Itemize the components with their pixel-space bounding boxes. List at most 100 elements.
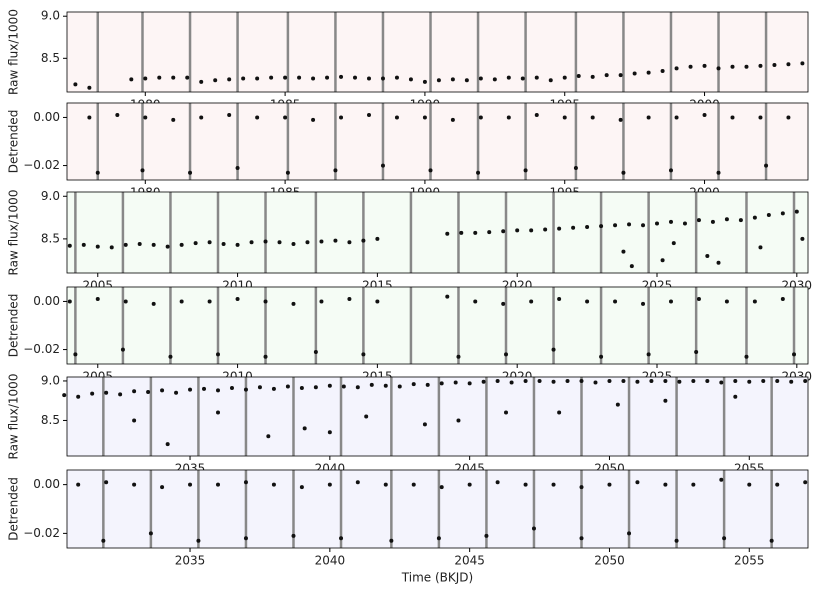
data-point (215, 388, 220, 393)
y-axis-label: Detrended (7, 110, 21, 174)
data-point (207, 299, 212, 304)
data-point (165, 244, 170, 249)
data-point (339, 536, 344, 541)
data-point (523, 482, 528, 487)
data-point (504, 410, 509, 415)
data-point (143, 76, 148, 81)
data-point (579, 485, 584, 490)
data-point (311, 117, 316, 122)
data-point (227, 113, 232, 118)
data-point (104, 480, 109, 485)
data-point (165, 442, 170, 447)
data-point (456, 418, 461, 423)
data-point (62, 393, 67, 398)
data-point (364, 414, 369, 419)
data-point (529, 228, 534, 233)
y-tick-label: 8.5 (41, 231, 60, 245)
data-point (694, 349, 699, 354)
y-axis-label: Detrended (7, 477, 21, 541)
data-point (557, 297, 562, 302)
data-point (87, 115, 92, 120)
data-point (786, 62, 791, 67)
data-point (109, 245, 114, 250)
data-point (677, 379, 682, 384)
y-tick-label: 0.00 (33, 110, 60, 124)
data-point (716, 170, 721, 175)
data-point (389, 538, 394, 543)
data-point (120, 347, 125, 352)
y-tick-label: 9.0 (41, 189, 60, 203)
data-point (353, 75, 358, 80)
data-point (529, 299, 534, 304)
data-point (143, 115, 148, 120)
data-point (649, 378, 654, 383)
data-point (579, 536, 584, 541)
data-point (243, 536, 248, 541)
data-point (780, 297, 785, 302)
data-point (484, 533, 489, 538)
plot-frame (66, 469, 809, 549)
data-point (632, 71, 637, 76)
data-point (671, 241, 676, 246)
data-point (249, 240, 254, 245)
data-point (453, 380, 458, 385)
data-point (775, 482, 780, 487)
data-point (380, 163, 385, 168)
data-point (327, 383, 332, 388)
data-point (422, 422, 427, 427)
data-point (283, 75, 288, 80)
data-point (467, 482, 472, 487)
plot-background (67, 377, 808, 456)
data-point (394, 75, 399, 80)
plot-frame (66, 102, 809, 181)
data-point (255, 115, 260, 120)
data-point (140, 168, 145, 173)
data-point (775, 378, 780, 383)
data-point (132, 482, 137, 487)
data-point (585, 299, 590, 304)
data-point (101, 538, 106, 543)
data-point (339, 115, 344, 120)
data-point (269, 75, 274, 80)
x-tick-label: 2040 (315, 554, 346, 568)
data-point (473, 230, 478, 235)
data-point (476, 170, 481, 175)
data-point (157, 75, 162, 80)
data-point (397, 384, 402, 389)
data-point (495, 480, 500, 485)
data-point (557, 226, 562, 231)
data-point (81, 242, 86, 247)
data-point (202, 386, 207, 391)
data-point (95, 170, 100, 175)
data-point (506, 75, 511, 80)
data-point (291, 242, 296, 247)
data-point (380, 76, 385, 81)
data-point (327, 430, 332, 435)
data-point (436, 78, 441, 83)
data-point (590, 74, 595, 79)
data-point (621, 170, 626, 175)
data-point (674, 115, 679, 120)
y-tick-label: 9.0 (41, 373, 60, 387)
data-point (724, 299, 729, 304)
data-point (305, 240, 310, 245)
data-point (383, 383, 388, 388)
data-point (696, 297, 701, 302)
data-point (523, 168, 528, 173)
data-point (515, 228, 520, 233)
plot-frame (66, 11, 809, 93)
data-point (534, 75, 539, 80)
data-point (523, 378, 528, 383)
data-point (436, 536, 441, 541)
data-point (764, 163, 769, 168)
data-point (696, 218, 701, 223)
data-point (425, 382, 430, 387)
data-point (375, 299, 380, 304)
data-point (506, 115, 511, 120)
data-point (747, 482, 752, 487)
data-point (565, 378, 570, 383)
data-point (151, 301, 156, 306)
data-point (646, 115, 651, 120)
data-point (738, 218, 743, 223)
y-tick-label: 9.0 (41, 9, 60, 23)
